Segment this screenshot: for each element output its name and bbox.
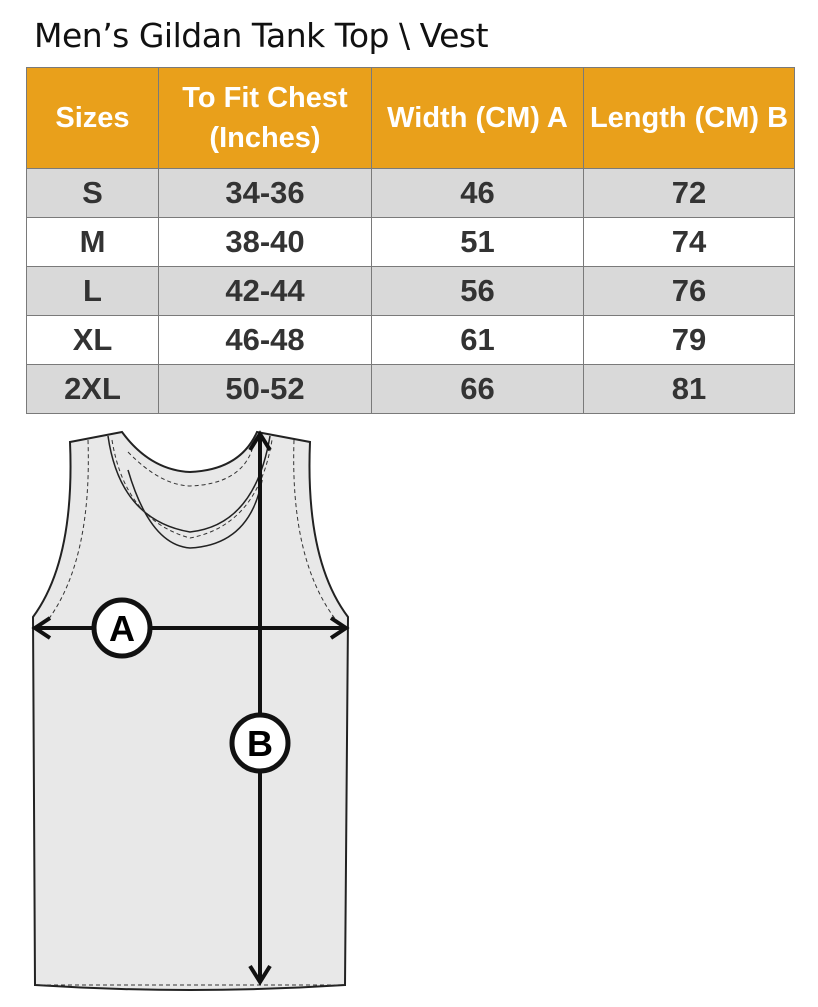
width-cell: 66 <box>371 364 584 414</box>
length-cell: 74 <box>583 217 795 267</box>
header-width: Width (CM) A <box>371 67 584 169</box>
size-cell: S <box>26 168 159 218</box>
measure-a <box>31 616 350 640</box>
size-cell: M <box>26 217 159 267</box>
chest-cell: 46-48 <box>158 315 372 365</box>
size-cell: L <box>26 266 159 316</box>
label-a: A <box>109 608 135 649</box>
table-header: Sizes To Fit Chest (Inches) Width (CM) A… <box>26 67 795 169</box>
header-length: Length (CM) B <box>583 67 795 169</box>
measure-b <box>248 430 272 986</box>
size-cell: XL <box>26 315 159 365</box>
width-cell: 61 <box>371 315 584 365</box>
tank-top-diagram: A B <box>31 430 350 991</box>
label-b-badge: B <box>229 712 291 774</box>
chest-cell: 38-40 <box>158 217 372 267</box>
table-row: XL 46-48 61 79 <box>26 315 795 365</box>
table-row: L 42-44 56 76 <box>26 266 795 316</box>
length-cell: 76 <box>583 266 795 316</box>
label-b: B <box>247 723 273 764</box>
size-cell: 2XL <box>26 364 159 414</box>
width-cell: 46 <box>371 168 584 218</box>
width-cell: 51 <box>371 217 584 267</box>
page-title: Men’s Gildan Tank Top \ Vest <box>34 16 489 55</box>
header-chest: To Fit Chest (Inches) <box>158 67 372 169</box>
length-cell: 72 <box>583 168 795 218</box>
length-cell: 79 <box>583 315 795 365</box>
chest-cell: 42-44 <box>158 266 372 316</box>
chest-cell: 34-36 <box>158 168 372 218</box>
width-cell: 56 <box>371 266 584 316</box>
size-table: Sizes To Fit Chest (Inches) Width (CM) A… <box>26 67 795 414</box>
label-a-badge: A <box>91 597 153 659</box>
tank-top-outline <box>31 430 350 991</box>
table-row: S 34-36 46 72 <box>26 168 795 218</box>
table-row: M 38-40 51 74 <box>26 217 795 267</box>
chest-cell: 50-52 <box>158 364 372 414</box>
table-row: 2XL 50-52 66 81 <box>26 364 795 414</box>
header-sizes: Sizes <box>26 67 159 169</box>
length-cell: 81 <box>583 364 795 414</box>
